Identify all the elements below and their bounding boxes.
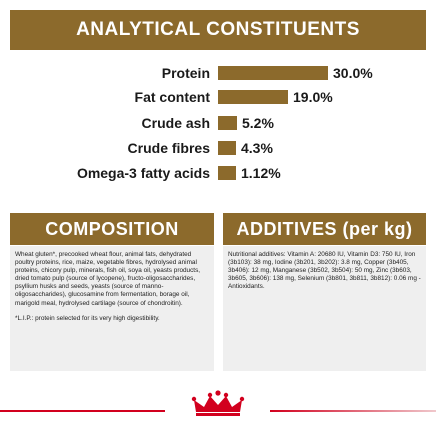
constituent-label: Fat content xyxy=(134,89,210,105)
crown-logo-icon xyxy=(191,390,245,416)
constituent-value: 30.0% xyxy=(333,65,373,81)
constituent-value: 4.3% xyxy=(241,140,273,156)
composition-footnote: *L.I.P.: protein selected for its very h… xyxy=(15,314,160,322)
constituent-bar xyxy=(218,90,288,104)
composition-title: COMPOSITION xyxy=(45,218,179,239)
constituent-label: Crude fibres xyxy=(127,140,210,156)
constituent-bar xyxy=(218,116,237,130)
constituent-value: 1.12% xyxy=(241,165,281,181)
constituent-bar xyxy=(218,141,236,155)
additives-banner: ADDITIVES (per kg) xyxy=(223,213,426,245)
constituent-bar xyxy=(218,66,328,80)
composition-panel: Wheat gluten*, precooked wheat flour, an… xyxy=(10,246,214,371)
additives-panel: Nutritional additives: Vitamin A: 20680 … xyxy=(223,246,426,371)
composition-banner: COMPOSITION xyxy=(10,213,214,245)
constituent-value: 5.2% xyxy=(242,115,274,131)
constituent-bar xyxy=(218,166,236,180)
composition-text: Wheat gluten*, precooked wheat flour, an… xyxy=(15,251,201,307)
additives-text: Nutritional additives: Vitamin A: 20680 … xyxy=(228,251,421,291)
constituent-label: Crude ash xyxy=(141,115,210,131)
analytical-constituents-banner: ANALYTICAL CONSTITUENTS xyxy=(10,10,426,50)
constituent-row-fat-content: Fat content 19.0% xyxy=(0,87,436,107)
constituent-row-crude-fibres: Crude fibres 4.3% xyxy=(0,138,436,158)
constituent-row-protein: Protein 30.0% xyxy=(0,63,436,83)
footer-line-left xyxy=(0,410,165,412)
constituent-value: 19.0% xyxy=(293,89,333,105)
analytical-constituents-title: ANALYTICAL CONSTITUENTS xyxy=(76,19,360,40)
constituent-label: Protein xyxy=(161,65,210,81)
footer-line-right xyxy=(270,410,436,412)
constituent-label: Omega-3 fatty acids xyxy=(76,165,210,181)
constituent-row-crude-ash: Crude ash 5.2% xyxy=(0,113,436,133)
constituent-row-omega-3: Omega-3 fatty acids 1.12% xyxy=(0,163,436,183)
additives-title: ADDITIVES (per kg) xyxy=(236,218,413,239)
